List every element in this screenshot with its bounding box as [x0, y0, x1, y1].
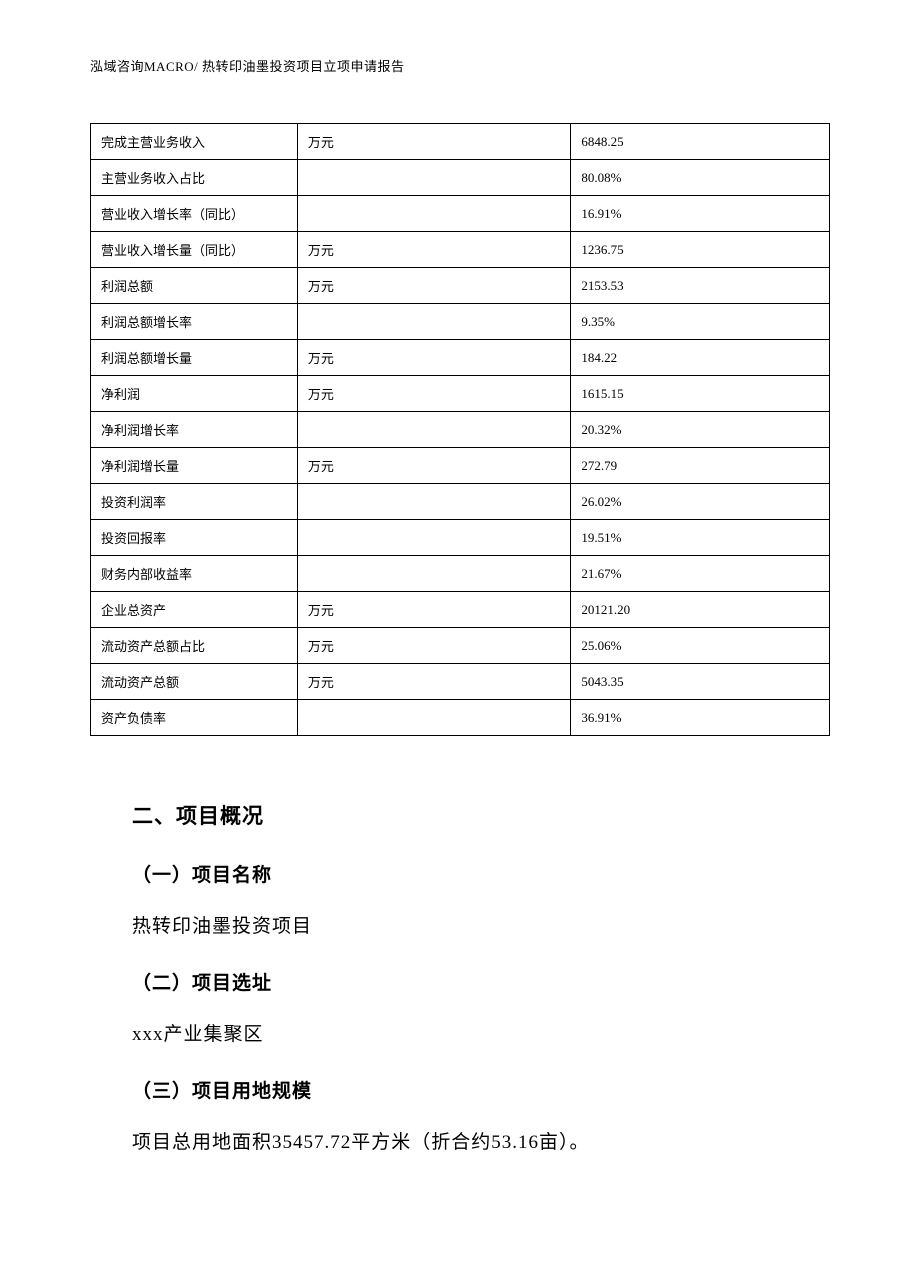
cell-value: 26.02%: [571, 484, 830, 520]
cell-name: 流动资产总额: [91, 664, 298, 700]
cell-unit: 万元: [297, 124, 570, 160]
cell-unit: [297, 700, 570, 736]
cell-unit: 万元: [297, 628, 570, 664]
table-row: 净利润增长率 20.32%: [91, 412, 830, 448]
cell-value: 20121.20: [571, 592, 830, 628]
cell-value: 20.32%: [571, 412, 830, 448]
cell-name: 投资利润率: [91, 484, 298, 520]
table-body: 完成主营业务收入万元6848.25主营业务收入占比80.08%营业收入增长率（同…: [91, 124, 830, 736]
subsection-3-text: 项目总用地面积35457.72平方米（折合约53.16亩）。: [132, 1127, 830, 1154]
table-row: 利润总额增长率 9.35%: [91, 304, 830, 340]
cell-name: 主营业务收入占比: [91, 160, 298, 196]
cell-value: 16.91%: [571, 196, 830, 232]
subsection-2-heading: （二）项目选址: [132, 968, 830, 995]
table-row: 企业总资产万元20121.20: [91, 592, 830, 628]
cell-unit: [297, 520, 570, 556]
subsection-1-text: 热转印油墨投资项目: [132, 911, 830, 938]
cell-unit: [297, 196, 570, 232]
cell-unit: [297, 412, 570, 448]
cell-value: 19.51%: [571, 520, 830, 556]
cell-name: 完成主营业务收入: [91, 124, 298, 160]
cell-name: 净利润增长率: [91, 412, 298, 448]
cell-unit: 万元: [297, 232, 570, 268]
subsection-3-heading: （三）项目用地规模: [132, 1076, 830, 1103]
cell-unit: 万元: [297, 376, 570, 412]
cell-unit: 万元: [297, 268, 570, 304]
financial-table: 完成主营业务收入万元6848.25主营业务收入占比80.08%营业收入增长率（同…: [90, 123, 830, 736]
table-row: 完成主营业务收入万元6848.25: [91, 124, 830, 160]
table-row: 主营业务收入占比 80.08%: [91, 160, 830, 196]
subsection-1-heading: （一）项目名称: [132, 860, 830, 887]
cell-name: 流动资产总额占比: [91, 628, 298, 664]
cell-name: 投资回报率: [91, 520, 298, 556]
cell-unit: 万元: [297, 592, 570, 628]
cell-value: 184.22: [571, 340, 830, 376]
table-row: 财务内部收益率 21.67%: [91, 556, 830, 592]
cell-value: 80.08%: [571, 160, 830, 196]
table-row: 净利润万元1615.15: [91, 376, 830, 412]
cell-unit: [297, 484, 570, 520]
page-header: 泓域咨询MACRO/ 热转印油墨投资项目立项申请报告: [90, 56, 830, 75]
cell-value: 9.35%: [571, 304, 830, 340]
subsection-2-text: xxx产业集聚区: [132, 1019, 830, 1046]
cell-value: 36.91%: [571, 700, 830, 736]
table-row: 营业收入增长率（同比） 16.91%: [91, 196, 830, 232]
cell-unit: [297, 160, 570, 196]
cell-unit: 万元: [297, 340, 570, 376]
cell-value: 1236.75: [571, 232, 830, 268]
cell-value: 5043.35: [571, 664, 830, 700]
table-row: 资产负债率 36.91%: [91, 700, 830, 736]
table-row: 流动资产总额占比万元25.06%: [91, 628, 830, 664]
table-row: 营业收入增长量（同比）万元1236.75: [91, 232, 830, 268]
cell-value: 21.67%: [571, 556, 830, 592]
cell-unit: 万元: [297, 664, 570, 700]
table-row: 净利润增长量万元272.79: [91, 448, 830, 484]
cell-name: 营业收入增长量（同比）: [91, 232, 298, 268]
cell-name: 利润总额增长量: [91, 340, 298, 376]
cell-name: 财务内部收益率: [91, 556, 298, 592]
table-row: 投资回报率 19.51%: [91, 520, 830, 556]
section-2-heading: 二、项目概况: [132, 800, 830, 830]
table-row: 利润总额增长量万元184.22: [91, 340, 830, 376]
table-row: 利润总额万元2153.53: [91, 268, 830, 304]
cell-unit: [297, 304, 570, 340]
cell-value: 2153.53: [571, 268, 830, 304]
table-row: 投资利润率 26.02%: [91, 484, 830, 520]
table-row: 流动资产总额万元5043.35: [91, 664, 830, 700]
cell-unit: 万元: [297, 448, 570, 484]
cell-name: 营业收入增长率（同比）: [91, 196, 298, 232]
cell-value: 272.79: [571, 448, 830, 484]
cell-name: 资产负债率: [91, 700, 298, 736]
cell-value: 25.06%: [571, 628, 830, 664]
cell-name: 利润总额: [91, 268, 298, 304]
cell-name: 净利润: [91, 376, 298, 412]
cell-unit: [297, 556, 570, 592]
cell-name: 企业总资产: [91, 592, 298, 628]
cell-name: 利润总额增长率: [91, 304, 298, 340]
cell-value: 1615.15: [571, 376, 830, 412]
cell-name: 净利润增长量: [91, 448, 298, 484]
cell-value: 6848.25: [571, 124, 830, 160]
